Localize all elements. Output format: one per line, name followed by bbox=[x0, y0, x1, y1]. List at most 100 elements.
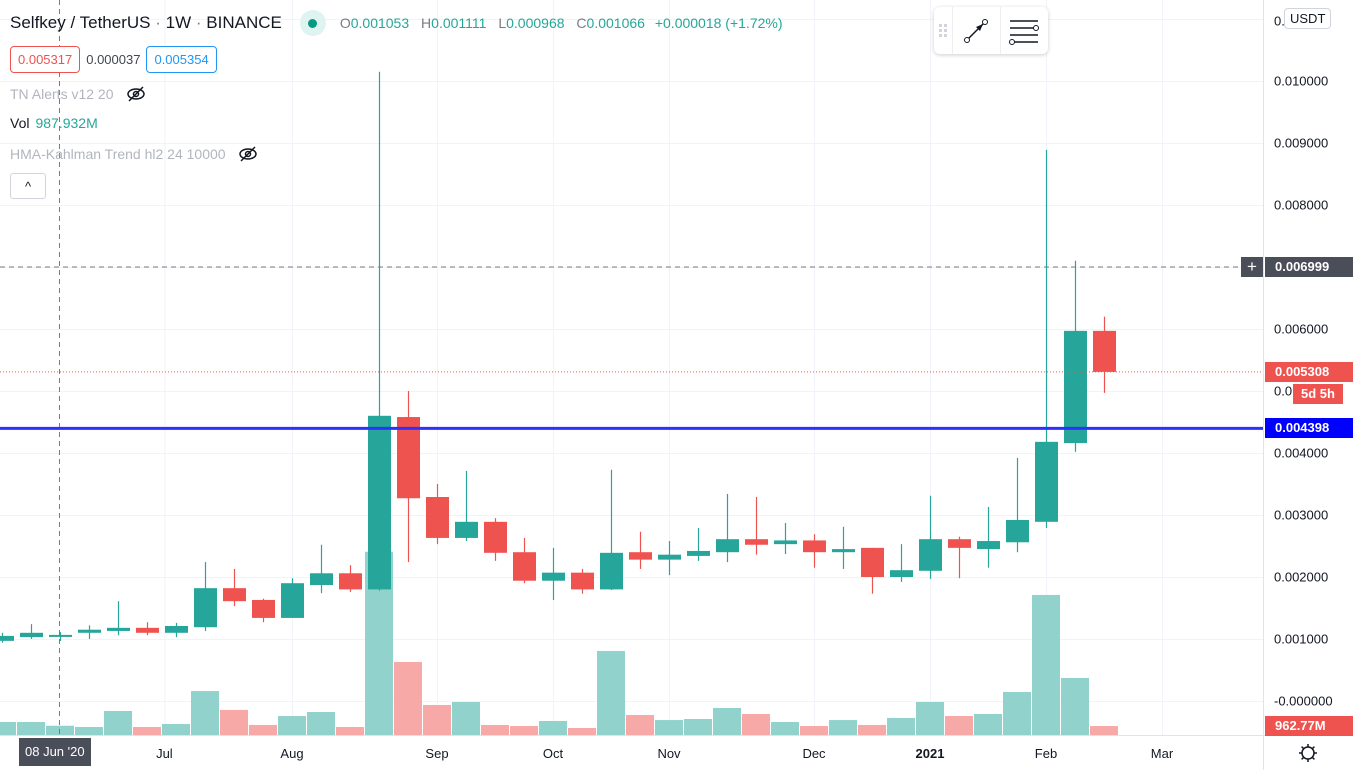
candle-body bbox=[78, 629, 101, 633]
candle-body bbox=[832, 549, 855, 553]
open-label: O bbox=[339, 15, 351, 31]
chart-legend: Selfkey / TetherUS · 1W · BINANCE O0.001… bbox=[10, 10, 783, 199]
candlesticks bbox=[0, 71, 1116, 643]
volume-bar bbox=[974, 713, 1002, 735]
volume-bar bbox=[75, 726, 103, 735]
volume-bar bbox=[307, 711, 335, 735]
volume-bar bbox=[336, 726, 364, 735]
candle-body bbox=[948, 539, 971, 548]
eye-hidden-icon[interactable] bbox=[238, 146, 258, 162]
add-alert-plus-button[interactable]: + bbox=[1241, 257, 1263, 278]
time-tick-label: Dec bbox=[802, 746, 826, 761]
candle-body bbox=[455, 521, 478, 538]
volume-bar bbox=[945, 716, 973, 735]
candle-body bbox=[339, 573, 362, 590]
volume-bar bbox=[220, 709, 248, 735]
last-price-label: 0.005308 bbox=[1265, 361, 1353, 382]
volume-bar bbox=[771, 722, 799, 735]
price-tick-label: 0.003000 bbox=[1274, 507, 1329, 523]
volume-bar bbox=[742, 713, 770, 735]
horizontal-lines-button[interactable] bbox=[1001, 7, 1048, 54]
candle-body bbox=[890, 570, 913, 577]
candle-body bbox=[49, 634, 72, 637]
indicator-name: TN Alerts v12 20 bbox=[10, 86, 114, 102]
candle-body bbox=[687, 550, 710, 556]
spread-value: 0.000037 bbox=[86, 52, 141, 67]
price-tick-label: 0.002000 bbox=[1274, 569, 1329, 585]
candle-body bbox=[600, 552, 623, 590]
change-value: +0.000018 (+1.72%) bbox=[654, 15, 783, 31]
candle-body bbox=[745, 539, 768, 545]
volume-bar bbox=[539, 720, 567, 735]
exchange: BINANCE bbox=[206, 13, 282, 32]
time-tick-label: Mar bbox=[1150, 746, 1174, 761]
candle-body bbox=[397, 417, 420, 499]
volume-last-label: 962.77M bbox=[1265, 716, 1353, 736]
candle-body bbox=[716, 539, 739, 553]
eye-hidden-icon[interactable] bbox=[126, 86, 146, 102]
indicator-hma-kahlman[interactable]: HMA-Kahlman Trend hl2 24 10000 bbox=[10, 145, 783, 163]
volume-bar bbox=[1061, 677, 1089, 735]
candle-body bbox=[368, 415, 391, 590]
ohlc-values: O0.001053 H0.001111 L0.000968 C0.001066 … bbox=[340, 15, 783, 31]
time-tick-label: Oct bbox=[542, 746, 564, 761]
time-tick-label: Sep bbox=[425, 746, 449, 761]
settings-gear-icon[interactable] bbox=[1297, 742, 1319, 764]
candle-body bbox=[1035, 441, 1058, 522]
candle-body bbox=[513, 552, 536, 581]
candle-body bbox=[861, 547, 884, 577]
volume-bar bbox=[133, 726, 161, 735]
volume-bar bbox=[423, 704, 451, 735]
volume-bar bbox=[17, 722, 45, 735]
time-tick-label: Nov bbox=[657, 746, 681, 761]
volume-bar bbox=[452, 701, 480, 735]
volume-bar bbox=[104, 710, 132, 735]
drag-handle-icon[interactable] bbox=[934, 7, 953, 54]
price-tick-label: 0.009000 bbox=[1274, 135, 1329, 151]
volume-bar bbox=[162, 723, 190, 735]
buy-button[interactable]: 0.005354 bbox=[146, 46, 217, 73]
time-tick-label: Jul bbox=[156, 746, 173, 761]
interval: 1W bbox=[165, 13, 192, 32]
volume-bar bbox=[684, 719, 712, 735]
candle-body bbox=[20, 632, 43, 638]
time-tick-label: Feb bbox=[1034, 746, 1058, 761]
price-tick-label: 0.004000 bbox=[1274, 445, 1329, 461]
candle-body bbox=[223, 588, 246, 602]
separator: · bbox=[155, 13, 161, 32]
candle-body bbox=[774, 540, 797, 545]
low-label: L bbox=[498, 15, 507, 31]
collapse-legend-button[interactable]: ^ bbox=[10, 173, 46, 199]
indicator-tn-alerts[interactable]: TN Alerts v12 20 bbox=[10, 85, 783, 103]
volume-label: Vol bbox=[10, 115, 30, 131]
volume-value: 987.932M bbox=[35, 115, 98, 131]
symbol-name: Selfkey / TetherUS bbox=[10, 13, 151, 32]
volume-bar bbox=[0, 722, 16, 735]
open-value: 0.001053 bbox=[350, 15, 410, 31]
time-tick-label: Aug bbox=[280, 746, 304, 761]
currency-button[interactable]: USDT bbox=[1284, 8, 1332, 29]
volume-bar bbox=[394, 661, 422, 735]
volume-bar bbox=[249, 724, 277, 735]
price-tick-label: 0.001000 bbox=[1274, 631, 1329, 647]
separator: · bbox=[195, 13, 202, 32]
candle-body bbox=[136, 627, 159, 633]
symbol-title[interactable]: Selfkey / TetherUS · 1W · BINANCE bbox=[10, 13, 282, 33]
volume-bar bbox=[510, 726, 538, 735]
candle-body bbox=[310, 573, 333, 586]
candle-body bbox=[571, 572, 594, 590]
chart-lines bbox=[0, 0, 1263, 735]
close-value: 0.001066 bbox=[586, 15, 645, 31]
candle-body bbox=[658, 554, 681, 560]
volume-legend[interactable]: Vol 987.932M bbox=[10, 115, 783, 133]
candle-body bbox=[1006, 519, 1029, 543]
candle-body bbox=[1064, 330, 1087, 444]
volume-bar bbox=[191, 691, 219, 735]
time-tick-label: 2021 bbox=[915, 746, 945, 761]
market-status-icon[interactable] bbox=[299, 10, 326, 36]
candle-body bbox=[281, 583, 304, 618]
trend-line-button[interactable] bbox=[953, 7, 1001, 54]
volume-bar bbox=[1090, 725, 1118, 735]
sell-button[interactable]: 0.005317 bbox=[10, 46, 81, 73]
